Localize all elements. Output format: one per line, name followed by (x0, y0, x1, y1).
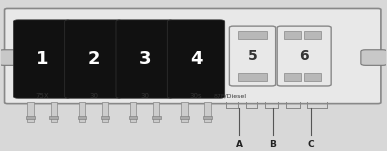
Bar (304, 72, 321, 81)
Text: 6: 6 (300, 49, 309, 63)
Text: 4: 4 (190, 50, 202, 68)
Bar (238, 72, 267, 81)
FancyBboxPatch shape (277, 26, 331, 86)
FancyBboxPatch shape (361, 50, 387, 65)
Bar (79, 102, 85, 122)
Text: 87F/Diesel: 87F/Diesel (214, 94, 247, 99)
FancyBboxPatch shape (14, 20, 71, 98)
FancyBboxPatch shape (116, 20, 173, 98)
Bar (304, 31, 321, 39)
FancyBboxPatch shape (167, 20, 225, 98)
Bar (27, 102, 34, 122)
Bar (203, 116, 212, 119)
Bar (284, 31, 301, 39)
FancyBboxPatch shape (229, 26, 276, 86)
Text: A: A (236, 140, 243, 149)
Bar (180, 116, 189, 119)
Text: 30s: 30s (190, 93, 202, 100)
Text: C: C (308, 140, 314, 149)
Bar (101, 116, 109, 119)
Bar (130, 102, 136, 122)
Bar (51, 102, 57, 122)
Text: 5: 5 (248, 49, 257, 63)
Bar (153, 102, 159, 122)
Bar (102, 102, 108, 122)
Bar (26, 116, 35, 119)
Text: 2: 2 (87, 50, 100, 68)
Bar (284, 72, 301, 81)
Text: 1: 1 (36, 50, 48, 68)
Bar (182, 102, 188, 122)
Text: 3: 3 (139, 50, 151, 68)
Bar (238, 31, 267, 39)
Bar (152, 116, 161, 119)
FancyBboxPatch shape (0, 50, 26, 65)
Bar (50, 116, 58, 119)
FancyBboxPatch shape (65, 20, 122, 98)
Text: 30: 30 (140, 93, 149, 100)
FancyBboxPatch shape (5, 8, 381, 104)
Bar (204, 102, 211, 122)
Bar (129, 116, 137, 119)
Bar (78, 116, 86, 119)
Text: 75X: 75X (35, 93, 49, 100)
Text: 30: 30 (89, 93, 98, 100)
Text: B: B (269, 140, 276, 149)
